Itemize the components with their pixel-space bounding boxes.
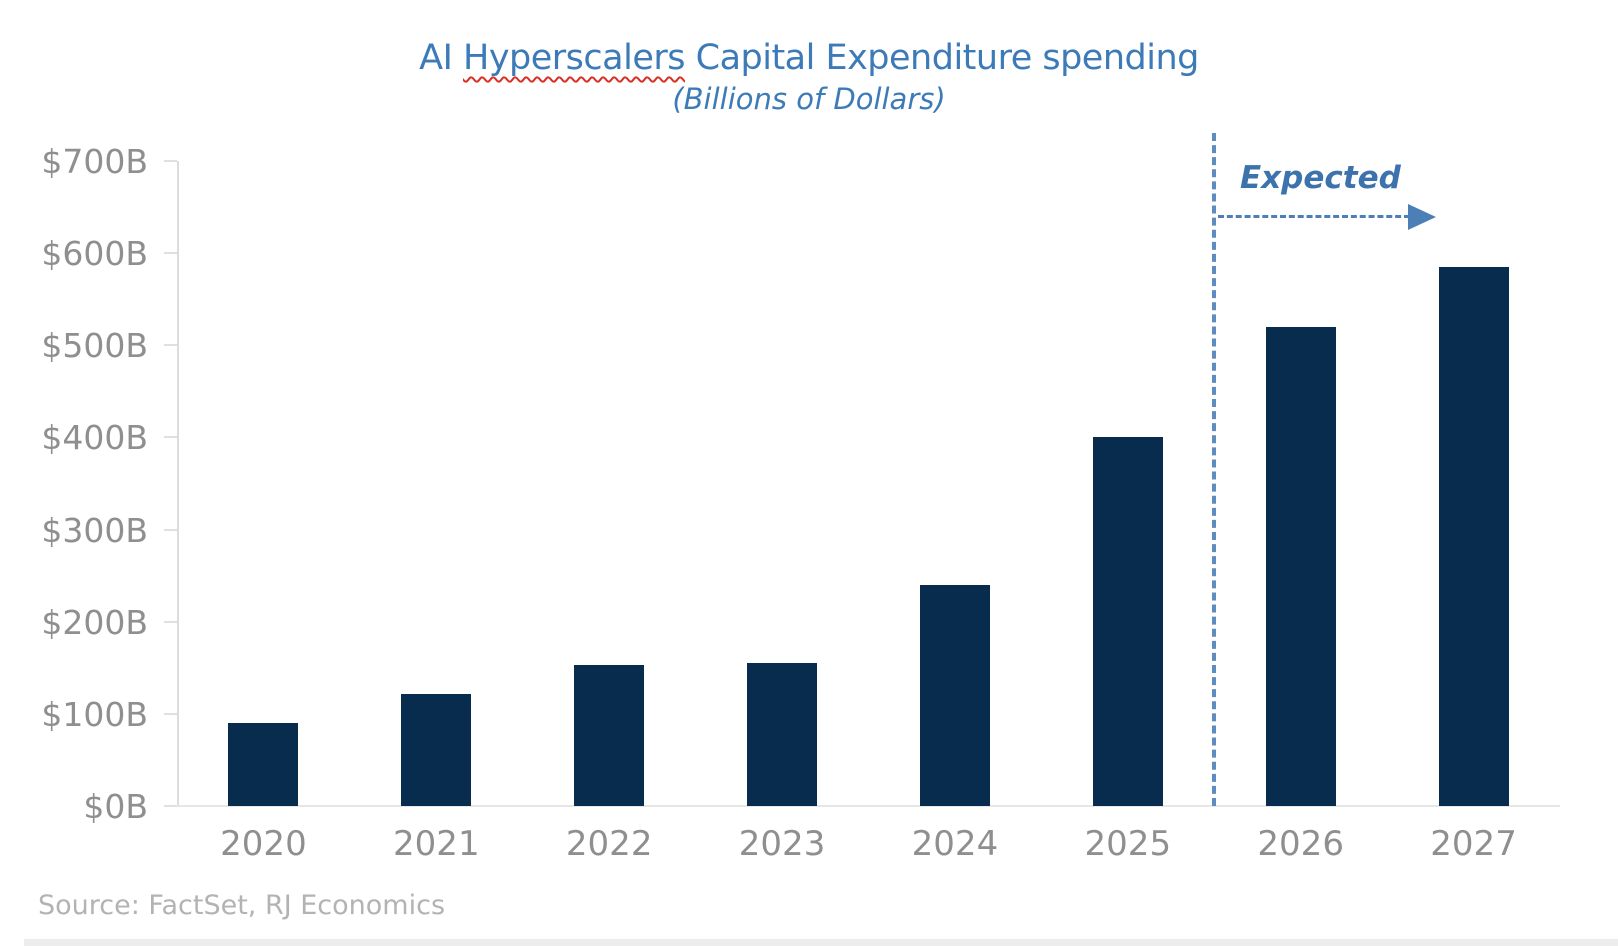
x-tick-label-2020: 2020: [220, 824, 307, 864]
x-tick-label-2024: 2024: [911, 824, 999, 864]
x-tick-label-2022: 2022: [565, 824, 653, 864]
y-tick-mark: [164, 344, 177, 347]
x-tick-label-2021: 2021: [393, 824, 480, 864]
expected-separator-dashed-line: [1212, 133, 1217, 806]
bar-2023: [747, 663, 818, 806]
bar-2026: [1265, 326, 1336, 806]
y-tick-label: $100B: [41, 694, 148, 734]
y-tick-mark: [164, 160, 177, 162]
x-tick-label-2026: 2026: [1257, 824, 1344, 864]
y-tick-label: $500B: [41, 326, 148, 366]
bar-2022: [574, 665, 645, 806]
y-tick-mark: [164, 805, 177, 807]
x-axis-baseline: [177, 805, 1560, 807]
title-misspelled-word: Hyperscalers: [463, 38, 685, 78]
y-tick-label: $400B: [41, 418, 148, 458]
y-tick-mark: [164, 252, 177, 255]
expected-arrow-head-icon: [1408, 204, 1436, 230]
bar-2025: [1092, 437, 1163, 806]
chart-title: AI Hyperscalers Capital Expenditure spen…: [0, 38, 1618, 78]
title-suffix: Capital Expenditure spending: [685, 38, 1200, 78]
y-tick-label: $600B: [41, 234, 148, 274]
y-tick-label: $200B: [41, 602, 148, 642]
y-axis-line: [177, 161, 179, 806]
bar-2027: [1438, 266, 1509, 806]
window-edge-strip: [24, 939, 1618, 946]
bar-2021: [401, 693, 472, 806]
y-tick-mark: [164, 528, 177, 531]
bar-2024: [919, 584, 990, 806]
y-tick-mark: [164, 620, 177, 623]
x-tick-label-2027: 2027: [1430, 824, 1517, 864]
y-tick-label: $0B: [83, 787, 148, 826]
expected-annotation-label: Expected: [1240, 160, 1401, 196]
y-tick-label: $700B: [41, 142, 148, 181]
expected-arrow-line: [1218, 215, 1410, 218]
y-tick-mark: [164, 712, 177, 715]
bar-2020: [228, 723, 299, 806]
y-tick-mark: [164, 436, 177, 439]
title-prefix: AI: [419, 38, 464, 78]
chart-subtitle: (Billions of Dollars): [672, 82, 946, 116]
x-tick-label-2025: 2025: [1084, 824, 1172, 864]
source-note: Source: FactSet, RJ Economics: [38, 890, 446, 921]
x-tick-label-2023: 2023: [738, 824, 826, 864]
y-tick-label: $300B: [41, 510, 148, 550]
